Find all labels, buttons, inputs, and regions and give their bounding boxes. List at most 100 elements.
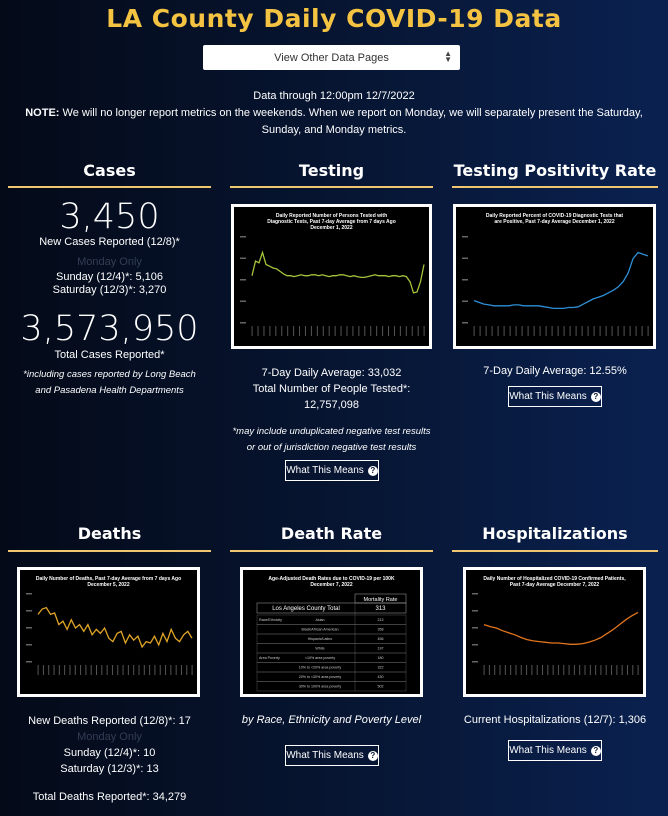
x-tick-label (299, 326, 301, 336)
deaths-chart[interactable]: Daily Number of Deaths, Past 7-day Avera… (17, 567, 200, 697)
x-tick-label (557, 665, 559, 675)
x-tick-label (316, 326, 318, 336)
x-tick-label (275, 326, 277, 336)
x-tick-label (322, 326, 324, 336)
deaths-stats: New Deaths Reported (12/8)*: 17 Monday O… (8, 713, 211, 805)
x-tick-label (533, 326, 535, 336)
page-title: LA County Daily COVID-19 Data (106, 4, 562, 33)
x-tick-label (370, 326, 372, 336)
x-tick-label (364, 326, 366, 336)
x-tick-label (393, 326, 395, 336)
x-tick-label (623, 326, 625, 336)
hosp-current: Current Hospitalizations (12/7): 1,306 (463, 714, 647, 726)
x-tick-label (589, 665, 591, 675)
x-tick-label (96, 665, 98, 675)
deathrate-header: Death Rate (280, 524, 383, 543)
deaths-divider (8, 550, 211, 552)
x-tick-label (111, 665, 113, 675)
hosp-section: Hospitalizations (452, 524, 658, 543)
y-tick-label (472, 661, 478, 663)
question-icon: ? (590, 391, 601, 402)
x-tick-label (170, 665, 172, 675)
positivity-chart[interactable]: Daily Reported Percent of COVID-19 Diagn… (453, 204, 656, 349)
x-tick-label (497, 326, 499, 336)
x-tick-label (358, 326, 360, 336)
x-tick-label (69, 665, 71, 675)
cases-saturday: Saturday (12/3)*: 3,270 (52, 284, 167, 296)
deathrate-table: Mortality Rate Los Angeles County Total 31… (256, 593, 407, 692)
table-row (256, 643, 407, 654)
x-tick-label (563, 665, 565, 675)
positivity-line-chart (462, 236, 649, 336)
table-row-label: Hispanic/Latino (308, 637, 333, 641)
x-tick-label (547, 665, 549, 675)
x-tick-label (74, 665, 76, 675)
deathrate-table-image[interactable]: Age-Adjusted Death Rates due to COVID-19… (240, 567, 423, 697)
x-tick-label (58, 665, 60, 675)
y-tick-label (26, 627, 32, 629)
series-line (251, 250, 425, 294)
x-tick-label (154, 665, 156, 675)
x-tick-label (552, 665, 554, 675)
table-row-label: White (315, 647, 324, 651)
y-tick-label (26, 661, 32, 663)
note-label: NOTE: (25, 107, 60, 119)
x-tick-label (287, 326, 289, 336)
series-line (37, 606, 193, 649)
x-tick-label (632, 665, 634, 675)
positivity-section: Testing Positivity Rate (452, 161, 658, 180)
x-tick-label (388, 326, 390, 336)
y-tick-label (26, 610, 32, 612)
x-tick-label (510, 665, 512, 675)
x-tick-label (101, 665, 103, 675)
x-tick-label (581, 326, 583, 336)
hosp-what-this-means-button[interactable]: What This Means? (508, 740, 602, 761)
table-row-value: 322 (378, 666, 384, 670)
cases-monday-only: Monday Only (77, 256, 142, 268)
select-updown-icon: ▲ ▼ (444, 49, 452, 64)
testing-chart[interactable]: Daily Reported Number of Persons Tested … (231, 204, 432, 349)
deaths-sunday: Sunday (12/4)*: 10 (63, 747, 156, 759)
table-row-value: 197 (378, 647, 384, 651)
table-row-value: 358 (378, 628, 384, 632)
cases-sunday: Sunday (12/4)*: 5,106 (55, 271, 164, 283)
x-tick-label (621, 665, 623, 675)
x-tick-label (269, 326, 271, 336)
x-tick-label (635, 326, 637, 336)
y-tick-label (462, 322, 468, 324)
positivity-what-this-means-button[interactable]: What This Means? (508, 386, 602, 407)
x-tick-label (527, 326, 529, 336)
y-tick-label (462, 257, 468, 259)
testing-total-label: Total Number of People Tested*: (252, 383, 411, 395)
series-line (473, 251, 649, 310)
cases-total-label: Total Cases Reported* (54, 349, 165, 361)
x-tick-label (600, 665, 602, 675)
x-tick-label (568, 665, 570, 675)
deathrate-caption: by Race, Ethnicity and Poverty Level (241, 714, 422, 726)
x-tick-label (641, 326, 643, 336)
table-row-value: 430 (378, 675, 384, 679)
testing-what-this-means-button[interactable]: What This Means? (285, 460, 379, 481)
x-tick-label (64, 665, 66, 675)
x-tick-label (149, 665, 151, 675)
question-icon: ? (367, 465, 378, 476)
cases-total-value: 3,573,950 (20, 309, 199, 349)
deathrate-what-this-means-button[interactable]: What This Means? (285, 745, 379, 766)
cases-new-label: New Cases Reported (12/8)* (39, 236, 180, 248)
x-tick-label (106, 665, 108, 675)
y-tick-label (472, 593, 478, 595)
table-total-value: 313 (375, 606, 386, 612)
x-tick-label (473, 326, 475, 336)
data-pages-select[interactable]: View Other Data Pages ▲ ▼ (203, 45, 460, 70)
y-tick-label (240, 236, 246, 238)
hosp-line-chart (472, 593, 639, 675)
x-tick-label (637, 665, 639, 675)
y-tick-label (472, 627, 478, 629)
x-tick-label (629, 326, 631, 336)
x-tick-label (605, 665, 607, 675)
testing-stats: 7-Day Daily Average: 33,032 Total Number… (230, 365, 433, 413)
testing-footnote: *may include unduplicated negative test … (232, 426, 431, 453)
hosp-chart[interactable]: Daily Number of Hospitalized COVID-19 Co… (463, 567, 646, 697)
hosp-divider (452, 550, 658, 552)
table-row-value: 502 (378, 685, 384, 689)
